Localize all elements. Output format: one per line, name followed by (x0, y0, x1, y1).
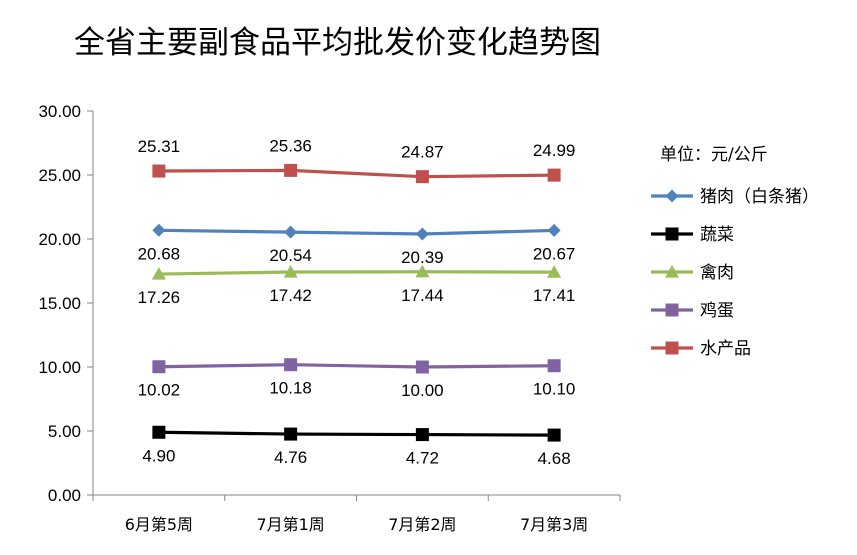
chart-title: 全省主要副食品平均批发价变化趋势图 (74, 25, 601, 61)
data-point (415, 264, 430, 278)
series-2 (151, 264, 562, 280)
y-tick-label: 20.00 (38, 230, 81, 249)
legend-marker (665, 227, 679, 241)
data-point (547, 359, 561, 373)
y-tick-label: 5.00 (48, 422, 81, 441)
y-tick-label: 10.00 (38, 358, 81, 377)
data-label: 17.44 (401, 286, 444, 305)
legend-marker (665, 189, 679, 203)
y-tick-label: 25.00 (38, 166, 81, 185)
data-point (284, 163, 298, 177)
legend-label: 禽肉 (700, 263, 734, 283)
unit-label: 单位：元/公斤 (660, 145, 768, 165)
series-line (158, 228, 555, 236)
data-point (152, 223, 166, 237)
data-label: 25.36 (269, 136, 312, 155)
data-label: 10.10 (533, 380, 576, 399)
x-tick-label: 7月第1周 (256, 515, 324, 534)
series-line (158, 168, 555, 179)
data-label: 20.54 (269, 246, 312, 265)
data-point (284, 225, 298, 239)
legend-marker (665, 341, 679, 355)
y-axis-ticks: 0.00 5.00 10.00 15.00 20.00 25.00 30.00 (38, 102, 93, 505)
legend-item-3: 鸡蛋 (651, 301, 734, 321)
data-label: 4.90 (142, 446, 175, 465)
legend-item-0: 猪肉（白条猪） (651, 187, 819, 207)
series-line (158, 270, 555, 276)
data-label: 24.87 (401, 143, 444, 162)
data-label: 20.67 (533, 244, 576, 263)
data-label: 4.68 (538, 449, 571, 468)
data-point (284, 427, 298, 441)
legend-label: 猪肉（白条猪） (700, 187, 819, 207)
data-label: 17.42 (269, 286, 312, 305)
y-tick-label: 15.00 (38, 294, 81, 313)
data-point (151, 267, 166, 280)
data-point (547, 428, 561, 442)
data-point (283, 265, 298, 278)
series-line (158, 430, 555, 437)
legend-item-1: 蔬菜 (651, 225, 734, 245)
data-point (152, 360, 166, 374)
data-label: 20.68 (138, 244, 181, 263)
data-point (284, 358, 298, 372)
data-label: 25.31 (138, 137, 181, 156)
data-label: 20.39 (401, 248, 444, 267)
series-1 (152, 425, 561, 442)
legend-label: 蔬菜 (700, 225, 734, 245)
data-label: 10.18 (269, 379, 312, 398)
x-tick-label: 7月第2周 (388, 515, 456, 534)
x-axis-ticks: 6月第5周 7月第1周 7月第2周 7月第3周 (92, 495, 621, 534)
data-point (415, 170, 429, 184)
data-label: 10.00 (401, 381, 444, 400)
x-tick-label: 6月第5周 (125, 515, 193, 534)
legend-marker (665, 303, 679, 317)
data-labels: 20.68 20.54 20.39 20.67 4.90 4.76 4.72 4.68 17.2… (138, 136, 576, 468)
legend-marker (665, 265, 679, 278)
data-label: 4.76 (274, 448, 307, 467)
data-point (415, 428, 429, 442)
series-group (151, 163, 562, 442)
legend-label: 水产品 (700, 339, 751, 359)
series-3 (152, 358, 561, 374)
series-4 (152, 163, 561, 184)
y-tick-label: 0.00 (48, 486, 81, 505)
legend-label: 鸡蛋 (700, 301, 734, 321)
data-label: 4.72 (406, 449, 439, 468)
legend-item-2: 禽肉 (651, 263, 734, 283)
data-label: 17.26 (138, 288, 181, 307)
x-tick-label: 7月第3周 (520, 515, 588, 534)
data-point (547, 223, 561, 237)
data-point (547, 168, 561, 182)
data-point (415, 227, 429, 241)
legend-item-4: 水产品 (651, 339, 751, 359)
series-line (158, 363, 555, 369)
data-point (152, 164, 166, 178)
series-0 (152, 223, 561, 241)
data-point (547, 265, 562, 278)
data-label: 24.99 (533, 141, 576, 160)
data-label: 10.02 (138, 381, 181, 400)
data-label: 17.41 (533, 286, 576, 305)
y-tick-label: 30.00 (38, 102, 81, 121)
data-point (415, 360, 429, 374)
data-point (152, 425, 166, 439)
